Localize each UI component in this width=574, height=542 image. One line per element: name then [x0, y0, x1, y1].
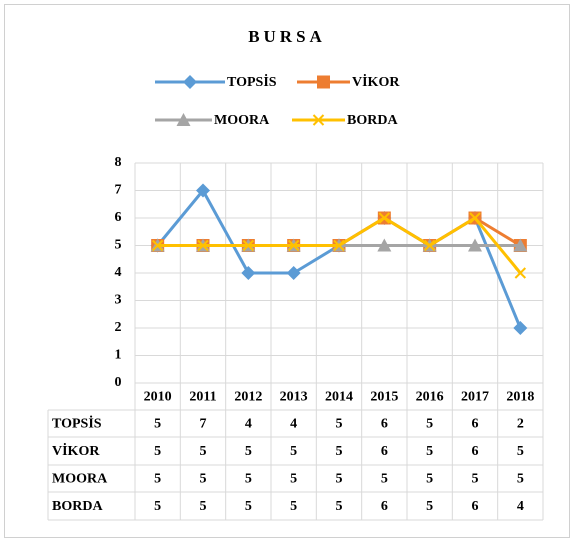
table-cell: 5	[472, 472, 479, 487]
x-tick-label: 2010	[144, 390, 172, 405]
x-tick-label: 2014	[325, 390, 353, 405]
table-cell: 6	[381, 444, 388, 459]
table-cell: 6	[381, 417, 388, 432]
marker	[242, 239, 255, 252]
marker	[312, 114, 325, 126]
x-tick-label: 2015	[370, 390, 398, 405]
x-tick-label: 2011	[189, 390, 216, 405]
table-cell: 6	[472, 499, 479, 514]
y-tick-label: 7	[115, 183, 122, 198]
table-cell: 5	[154, 417, 161, 432]
table-cell: 4	[245, 417, 252, 432]
table-cell: 5	[517, 472, 524, 487]
table-row-label: MOORA	[52, 472, 108, 487]
table-cell: 5	[200, 472, 207, 487]
table-cell: 6	[472, 444, 479, 459]
table-cell: 5	[426, 444, 433, 459]
table-cell: 5	[336, 444, 343, 459]
table-cell: 5	[200, 499, 207, 514]
marker	[513, 238, 528, 252]
marker	[197, 239, 209, 252]
legend-label: TOPSİS	[227, 73, 277, 90]
table-row-label: VİKOR	[52, 442, 100, 459]
chart-title: BURSA	[248, 27, 326, 46]
marker	[151, 239, 164, 252]
y-tick-label: 4	[115, 265, 122, 280]
y-tick-label: 1	[115, 348, 122, 363]
table-cell: 5	[336, 417, 343, 432]
table-cell: 5	[290, 499, 297, 514]
y-tick-label: 8	[115, 155, 122, 170]
table-cell: 5	[336, 499, 343, 514]
table-cell: 4	[517, 499, 524, 514]
table-cell: 5	[426, 499, 433, 514]
table-cell: 5	[245, 444, 252, 459]
table-cell: 5	[200, 444, 207, 459]
marker	[176, 113, 191, 126]
table-cell: 6	[472, 417, 479, 432]
table-cell: 5	[245, 499, 252, 514]
marker	[423, 239, 436, 252]
legend-label: VİKOR	[352, 73, 400, 90]
y-tick-label: 2	[115, 320, 122, 335]
table-cell: 5	[381, 472, 388, 487]
legend-label: BORDA	[347, 113, 398, 128]
marker	[317, 75, 330, 89]
marker	[468, 238, 482, 252]
marker	[183, 75, 197, 89]
table-cell: 5	[517, 444, 524, 459]
marker	[513, 321, 528, 335]
table-cell: 6	[381, 499, 388, 514]
marker	[241, 266, 256, 280]
marker	[514, 267, 527, 279]
table-cell: 2	[517, 417, 524, 432]
marker	[286, 266, 301, 280]
marker	[196, 183, 210, 198]
marker	[287, 239, 300, 252]
table-cell: 5	[154, 444, 161, 459]
legend-label: MOORA	[214, 113, 270, 128]
table-cell: 5	[426, 472, 433, 487]
table-cell: 5	[290, 472, 297, 487]
table-cell: 5	[154, 472, 161, 487]
table-row-label: TOPSİS	[52, 415, 102, 432]
x-tick-label: 2013	[280, 390, 308, 405]
marker	[377, 238, 392, 252]
table-cell: 7	[200, 417, 207, 432]
table-cell: 5	[245, 472, 252, 487]
x-tick-label: 2018	[506, 390, 534, 405]
table-cell: 4	[290, 417, 297, 432]
x-tick-label: 2017	[461, 390, 489, 405]
y-tick-label: 5	[115, 238, 122, 253]
marker	[378, 212, 391, 224]
table-cell: 5	[154, 499, 161, 514]
table-cell: 5	[426, 417, 433, 432]
y-tick-label: 6	[115, 210, 122, 225]
x-tick-label: 2016	[416, 390, 444, 405]
table-cell: 5	[290, 444, 297, 459]
chart-border	[4, 4, 570, 538]
marker	[333, 239, 345, 252]
marker	[469, 212, 481, 224]
x-tick-label: 2012	[234, 390, 262, 405]
table-row-label: BORDA	[52, 499, 103, 514]
table-cell: 5	[336, 472, 343, 487]
y-tick-label: 3	[115, 293, 122, 308]
y-tick-label: 0	[115, 375, 122, 390]
